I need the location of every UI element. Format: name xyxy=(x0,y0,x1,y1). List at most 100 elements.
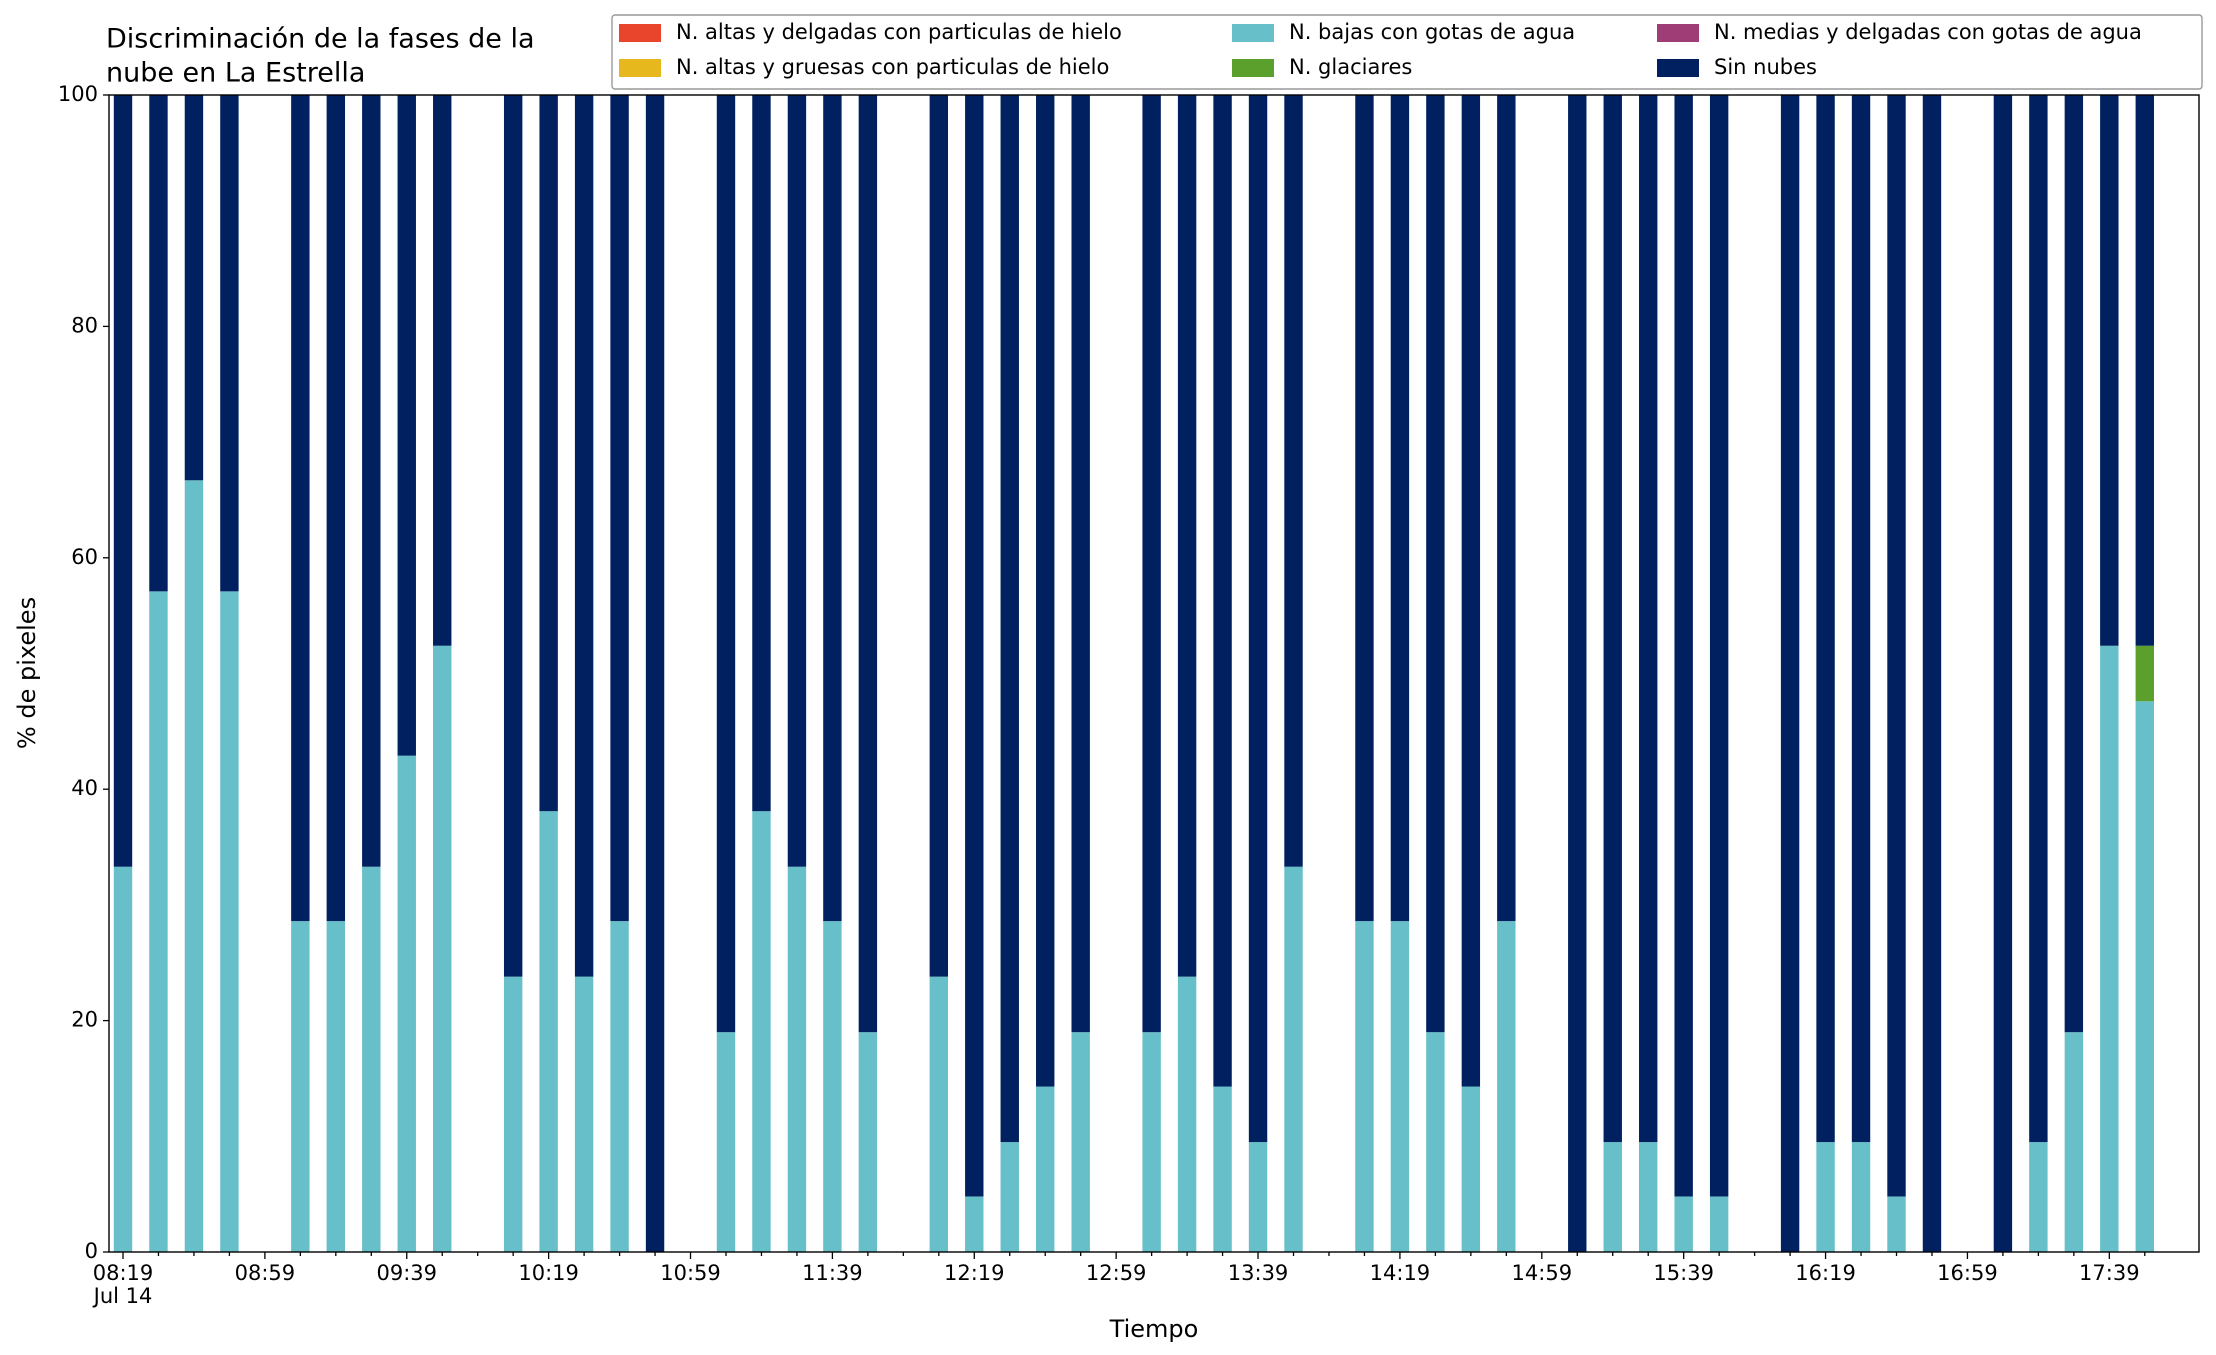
bar-segment xyxy=(1603,1142,1622,1252)
bar-segment xyxy=(1213,1086,1232,1252)
bar-segment xyxy=(787,95,807,867)
x-tick-label: 15:39 xyxy=(1653,1261,1714,1285)
bar-segment xyxy=(2100,645,2119,1252)
plot-frame xyxy=(108,94,2200,1253)
legend-swatch xyxy=(619,24,661,42)
bar-segment xyxy=(433,645,452,1252)
y-tick-label: 40 xyxy=(71,776,98,800)
bar-segment xyxy=(362,866,381,1252)
bar-segment xyxy=(291,921,310,1252)
bar-segment xyxy=(1497,921,1516,1252)
x-tick-label: 08:19 xyxy=(93,1261,154,1285)
legend-swatch xyxy=(1657,24,1699,42)
bar-segment xyxy=(1816,1142,1835,1252)
x-tick-label: 11:39 xyxy=(802,1261,863,1285)
x-axis-label: Tiempo xyxy=(1109,1315,1199,1343)
bar-segment xyxy=(1390,921,1410,1252)
bar-segment xyxy=(2135,95,2154,646)
bar-segment xyxy=(184,95,204,481)
bar-segment xyxy=(1000,1142,1019,1252)
bar-segment xyxy=(1887,95,1906,1197)
x-tick-label: 16:19 xyxy=(1795,1261,1856,1285)
y-tick-label: 100 xyxy=(58,82,98,106)
bar-segment xyxy=(610,95,629,922)
bar-segment xyxy=(1674,95,1693,1197)
bar-segment xyxy=(716,1032,736,1252)
bar-segment xyxy=(149,95,168,592)
bar-segment xyxy=(113,95,133,867)
bar-segment xyxy=(1390,95,1410,922)
bar-segment xyxy=(2135,701,2154,1252)
x-tick-label: 17:39 xyxy=(2079,1261,2140,1285)
legend-label: N. bajas con gotas de agua xyxy=(1289,20,1575,44)
x-tick-label: 10:59 xyxy=(660,1261,721,1285)
bar-segment xyxy=(184,480,204,1252)
bar-segment xyxy=(1461,1086,1481,1252)
bar-segment xyxy=(1284,866,1303,1252)
bar-segment xyxy=(1248,95,1268,1143)
bar-segment xyxy=(1355,921,1374,1252)
legend-swatch xyxy=(1232,24,1274,42)
bar-segment xyxy=(965,1196,984,1252)
x-tick-label: 14:19 xyxy=(1370,1261,1431,1285)
bar-segment xyxy=(539,811,558,1252)
bar-segment xyxy=(1603,95,1622,1143)
bar-segment xyxy=(433,95,452,646)
bar-segment xyxy=(1887,1196,1906,1252)
bar-segment xyxy=(752,811,771,1252)
bar-segment xyxy=(716,95,736,1033)
bar-segment xyxy=(397,755,416,1252)
bar-segment xyxy=(1639,95,1658,1143)
bar-segment xyxy=(610,921,629,1252)
bar-segment xyxy=(2064,95,2084,1033)
x-tick-label: 13:39 xyxy=(1228,1261,1289,1285)
x-tick-label: 08:59 xyxy=(235,1261,296,1285)
x-tick-label: 10:19 xyxy=(518,1261,579,1285)
bar-segment xyxy=(220,95,239,592)
bar-segment xyxy=(1709,1196,1729,1252)
bar-segment xyxy=(823,95,842,922)
bar-segment xyxy=(787,866,807,1252)
chart-title: Discriminación de la fases de la xyxy=(106,24,535,55)
bar-segment xyxy=(149,591,168,1252)
bar-segment xyxy=(1071,95,1090,1033)
bar-segment xyxy=(2135,645,2154,702)
bar-segment xyxy=(574,976,594,1252)
bar-segment xyxy=(397,95,416,756)
bar-segment xyxy=(1142,95,1161,1033)
bar-segment xyxy=(1851,95,1871,1143)
legend-swatch xyxy=(619,59,661,77)
bar-segment xyxy=(752,95,771,812)
x-tick-label: 12:59 xyxy=(1086,1261,1147,1285)
y-tick-label: 60 xyxy=(71,545,98,569)
bar-segment xyxy=(1816,95,1835,1143)
x-tick-label: 09:39 xyxy=(376,1261,437,1285)
bar-segment xyxy=(1426,95,1445,1033)
bar-segment xyxy=(1497,95,1516,922)
bar-segment xyxy=(1922,95,1942,1252)
bar-segment xyxy=(220,591,239,1252)
legend-label: Sin nubes xyxy=(1714,55,1817,79)
bar-segment xyxy=(858,95,878,1033)
bar-segment xyxy=(326,921,346,1252)
legend-swatch xyxy=(1232,59,1274,77)
y-tick-label: 20 xyxy=(71,1008,98,1032)
bar-segment xyxy=(1036,95,1055,1087)
bar-segment xyxy=(1674,1196,1693,1252)
x-tick-label: 14:59 xyxy=(1512,1261,1573,1285)
legend-swatch xyxy=(1657,59,1699,77)
bar-segment xyxy=(645,95,665,1252)
bar-segment xyxy=(1993,95,2013,1252)
bar-segment xyxy=(1568,95,1587,1252)
chart-title: nube en La Estrella xyxy=(106,58,365,89)
x-tick-label: 16:59 xyxy=(1937,1261,1998,1285)
bar-segment xyxy=(2064,1032,2084,1252)
bar-segment xyxy=(2029,95,2048,1143)
y-tick-label: 0 xyxy=(85,1239,98,1263)
bar-segment xyxy=(823,921,842,1252)
bar-segment xyxy=(1461,95,1481,1087)
bar-segment xyxy=(113,866,133,1252)
bar-segment xyxy=(1177,976,1197,1252)
bar-segment xyxy=(1426,1032,1445,1252)
